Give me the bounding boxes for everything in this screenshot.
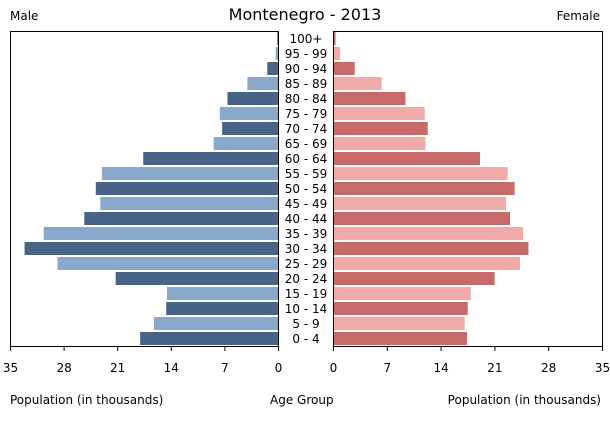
age-group-label: 45 - 49 — [285, 197, 328, 211]
male-bar — [24, 242, 279, 255]
x-tick-label-left: 0 — [275, 361, 283, 375]
axes: 35 28 21 14 7 0 0 7 14 21 28 35 — [3, 346, 610, 375]
female-bar — [334, 62, 355, 75]
age-group-label: 70 - 74 — [285, 122, 328, 136]
male-bar — [219, 107, 278, 120]
female-bar — [334, 197, 507, 210]
male-bar — [275, 47, 278, 60]
female-bar — [334, 287, 471, 300]
male-bar — [100, 197, 279, 210]
age-group-label: 90 - 94 — [285, 62, 328, 76]
male-bar — [277, 32, 278, 45]
x-tick-label-right: 0 — [330, 361, 338, 375]
x-tick-label-right: 7 — [383, 361, 391, 375]
x-tick-label-right: 14 — [433, 361, 448, 375]
x-tick-label-left: 21 — [110, 361, 125, 375]
female-bar — [334, 47, 341, 60]
male-bar — [213, 137, 278, 150]
male-bar — [84, 212, 278, 225]
female-bar — [334, 272, 495, 285]
age-group-label: 30 - 34 — [285, 242, 328, 256]
female-bar — [334, 182, 515, 195]
female-bar — [334, 212, 511, 225]
female-label: Female — [556, 9, 600, 23]
female-bar — [334, 242, 529, 255]
female-bar — [334, 317, 465, 330]
age-group-label: 50 - 54 — [285, 182, 328, 196]
age-group-label: 75 - 79 — [285, 107, 328, 121]
x-axis-label-right: Population (in thousands) — [447, 393, 601, 407]
male-bar — [143, 152, 278, 165]
male-bar — [95, 182, 278, 195]
female-bar — [334, 122, 428, 135]
male-bar — [247, 77, 278, 90]
age-group-label: 15 - 19 — [285, 287, 328, 301]
male-bar — [166, 302, 278, 315]
male-bar — [166, 287, 278, 300]
x-tick-label-left: 28 — [56, 361, 71, 375]
age-group-label: 5 - 9 — [292, 317, 319, 331]
x-tick-label-right: 35 — [595, 361, 610, 375]
age-group-label: 95 - 99 — [285, 47, 328, 61]
female-bar — [334, 227, 524, 240]
male-label: Male — [10, 9, 39, 23]
age-group-label: 55 - 59 — [285, 167, 328, 181]
x-tick-label-left: 35 — [3, 361, 18, 375]
center-axis-label: Age Group — [270, 393, 334, 407]
age-group-label: 0 - 4 — [292, 332, 319, 346]
female-bar — [334, 257, 520, 270]
age-group-label: 65 - 69 — [285, 137, 328, 151]
age-group-label: 100+ — [290, 32, 323, 46]
female-bar — [334, 77, 382, 90]
female-plot-frame — [333, 31, 603, 347]
x-tick-label-right: 21 — [487, 361, 502, 375]
male-bar — [57, 257, 278, 270]
female-bar — [334, 302, 468, 315]
x-tick-label-left: 7 — [221, 361, 229, 375]
x-tick-label-left: 14 — [164, 361, 179, 375]
male-plot-frame — [10, 31, 279, 347]
female-bar — [334, 332, 467, 345]
female-bar — [334, 92, 406, 105]
chart-title: Montenegro - 2013 — [228, 5, 382, 24]
male-bar — [115, 272, 278, 285]
age-group-label: 40 - 44 — [285, 212, 328, 226]
age-group-label: 80 - 84 — [285, 92, 328, 106]
male-bar — [222, 122, 278, 135]
female-bar — [334, 32, 336, 45]
female-bar — [334, 137, 426, 150]
age-group-label: 10 - 14 — [285, 302, 328, 316]
x-axis-label-left: Population (in thousands) — [10, 393, 164, 407]
female-bar — [334, 167, 508, 180]
male-bar — [227, 92, 278, 105]
bars — [24, 32, 529, 345]
male-bar — [153, 317, 278, 330]
plot-frames — [10, 31, 603, 347]
male-bar — [101, 167, 278, 180]
male-bar — [140, 332, 278, 345]
female-bar — [334, 152, 481, 165]
age-group-label: 35 - 39 — [285, 227, 328, 241]
female-bar — [334, 107, 425, 120]
x-tick-label-right: 28 — [541, 361, 556, 375]
age-group-label: 25 - 29 — [285, 257, 328, 271]
male-bar — [267, 62, 278, 75]
male-bar — [43, 227, 278, 240]
age-group-label: 60 - 64 — [285, 152, 328, 166]
age-group-label: 20 - 24 — [285, 272, 328, 286]
age-group-label: 85 - 89 — [285, 77, 328, 91]
